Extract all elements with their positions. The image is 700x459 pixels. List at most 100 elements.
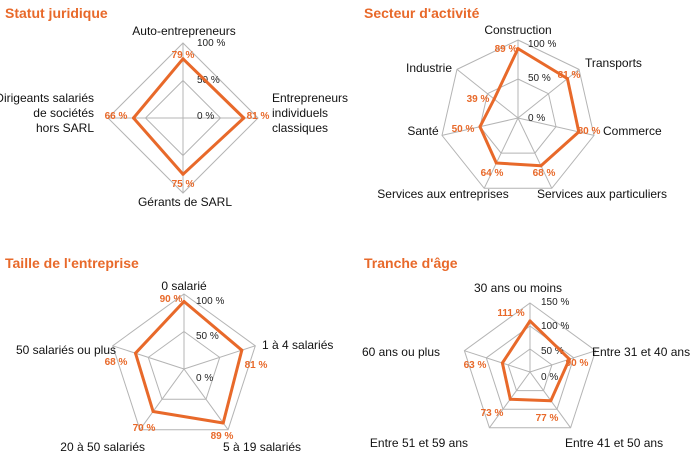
data-point (242, 116, 246, 120)
tick-label: 150 % (541, 297, 569, 308)
data-series-line (500, 319, 571, 403)
data-point (516, 47, 520, 51)
data-point (528, 319, 532, 323)
tick-label: 50 % (541, 346, 564, 357)
category-label: Transports (585, 56, 642, 70)
category-label: Industrie (406, 61, 452, 75)
axis-spoke (529, 350, 596, 373)
data-point (240, 348, 244, 352)
category-label: 1 à 4 salariés (262, 338, 333, 352)
value-label: 89 % (495, 44, 518, 55)
data-series-line (134, 300, 244, 425)
category-label: 5 à 19 salariés (223, 440, 301, 454)
data-point (500, 361, 504, 365)
tick-label: 0 % (541, 372, 558, 383)
value-label: 68 % (533, 168, 556, 179)
axis-spoke (483, 117, 519, 189)
tick-label: 100 % (196, 296, 224, 307)
category-label: Entre 41 et 50 ans (565, 436, 663, 450)
tick-label: 100 % (541, 321, 569, 332)
tick-label: 0 % (528, 113, 545, 124)
data-point (221, 421, 225, 425)
category-label: Construction (484, 23, 551, 37)
chart-title: Taille de l'entreprise (5, 255, 139, 271)
tick-label: 50 % (528, 73, 551, 84)
data-point (508, 397, 512, 401)
category-label: Entrepreneurs individuels classiques (272, 91, 348, 135)
axis-spoke (183, 368, 229, 430)
axis-spoke (456, 69, 519, 119)
tick-label: 50 % (196, 331, 219, 342)
axis-spoke (517, 117, 553, 189)
grid-ring (479, 78, 557, 154)
category-label: Entre 31 et 40 ans (592, 345, 690, 359)
value-label: 70 % (133, 423, 156, 434)
category-label: Entre 51 et 59 ans (370, 436, 468, 450)
value-label: 111 % (497, 308, 524, 319)
category-label: Auto-entrepreneurs (132, 24, 235, 38)
category-label: 60 ans ou plus (362, 345, 440, 359)
grid-ring (463, 302, 597, 429)
value-label: 73 % (481, 408, 504, 419)
tick-label: 50 % (197, 75, 220, 86)
tick-label: 0 % (196, 373, 213, 384)
category-label: 0 salarié (161, 279, 207, 293)
value-label: 50 % (452, 124, 475, 135)
data-point (494, 161, 498, 165)
value-label: 81 % (247, 111, 270, 122)
axis-spoke (139, 368, 185, 430)
category-label: Services aux particuliers (537, 187, 667, 201)
radar-chart-4: Tranche d'âge 0 % 50 % 100 % 150 % 111 % 90 % 7… (362, 255, 690, 450)
value-label: 63 % (464, 360, 487, 371)
data-point (181, 57, 185, 61)
tick-label: 100 % (197, 38, 225, 49)
value-label: 66 % (105, 111, 128, 122)
grid-ring (507, 348, 553, 392)
axis-spoke (517, 117, 595, 136)
grid-ring (112, 293, 256, 431)
data-point (181, 172, 185, 176)
category-label: 30 ans ou moins (474, 281, 562, 295)
value-label: 79 % (172, 50, 195, 61)
category-label: Dirigeants salariés de sociétés hors SARL (0, 91, 94, 135)
category-label: Santé (407, 124, 439, 138)
data-point (539, 164, 543, 168)
data-point (134, 351, 137, 355)
grid-ring (441, 39, 595, 189)
data-point (565, 77, 569, 81)
data-point (132, 116, 135, 120)
category-label: Services aux entreprises (377, 187, 508, 201)
radar-chart-2: Secteur d'activité 0 % 50 % 100 % 89 % 81 % 80… (364, 5, 667, 201)
value-label: 90 % (566, 358, 589, 369)
data-point (567, 357, 571, 361)
category-label: Commerce (603, 124, 662, 138)
category-label: 50 salariés ou plus (16, 343, 116, 357)
data-point (151, 410, 155, 413)
radar-chart-3: Taille de l'entreprise 0 % 50 % 100 % 90 % 81… (5, 255, 333, 454)
value-label: 80 % (578, 126, 601, 137)
axis-spoke (464, 350, 531, 373)
tick-label: 100 % (528, 39, 556, 50)
axis-spoke (183, 345, 256, 370)
category-label: 20 à 50 salariés (60, 440, 145, 454)
chart-title: Statut juridique (5, 5, 108, 21)
value-label: 39 % (467, 94, 490, 105)
value-label: 68 % (105, 357, 128, 368)
value-label: 90 % (160, 294, 183, 305)
category-label: Gérants de SARL (138, 195, 232, 209)
axis-spoke (112, 345, 185, 370)
grid-ring (147, 330, 221, 400)
value-label: 77 % (536, 413, 559, 424)
data-point (492, 97, 496, 101)
grid-ring (485, 325, 575, 410)
radar-chart-1: Statut juridique 0 % 50 % 100 %79 % 81 % 75 %… (0, 5, 348, 209)
value-label: 81 % (245, 360, 268, 371)
axis-spoke (517, 69, 580, 119)
chart-title: Secteur d'activité (364, 5, 480, 21)
value-label: 75 % (172, 179, 195, 190)
data-series-line (478, 47, 581, 168)
value-label: 64 % (481, 168, 504, 179)
chart-title: Tranche d'âge (364, 255, 458, 271)
data-point (478, 125, 482, 129)
